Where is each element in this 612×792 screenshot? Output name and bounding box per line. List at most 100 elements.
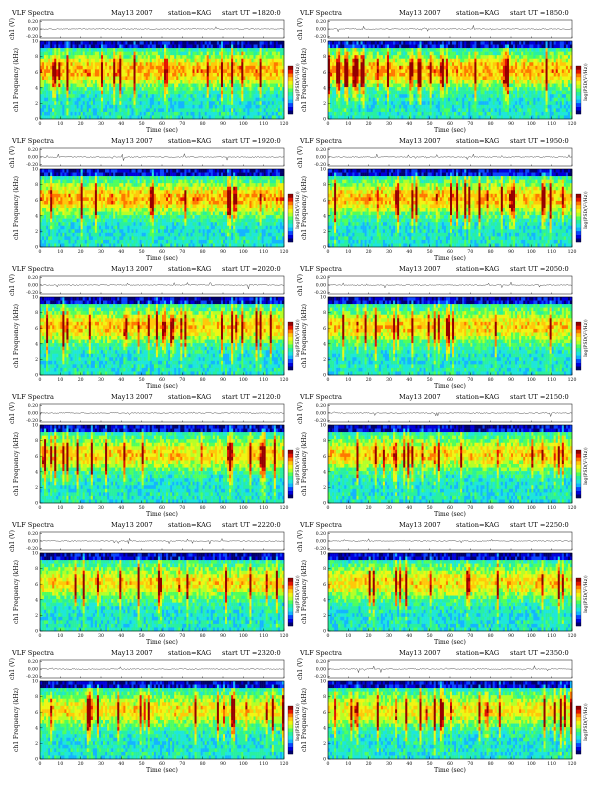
spectrogram-cell	[180, 94, 183, 98]
spectrogram-cell	[225, 44, 228, 49]
spectrogram-cell	[259, 111, 262, 116]
spectrogram-cell	[237, 65, 240, 70]
spectrogram-cell	[98, 101, 102, 106]
spectrogram-cell	[464, 104, 467, 109]
spectrogram-cell	[168, 44, 171, 49]
spectrogram-cell	[40, 104, 43, 109]
spectrogram-cell	[125, 51, 128, 56]
spectrogram-cell	[245, 101, 248, 106]
spectrogram-cell	[257, 115, 260, 120]
spectrogram-cell	[174, 90, 177, 95]
spectrogram-cell	[261, 65, 264, 70]
spectrogram-cell	[131, 94, 134, 98]
spectrogram-cell	[413, 44, 416, 49]
spectrogram-cell	[513, 58, 516, 63]
spectrogram-cell	[441, 97, 445, 102]
spectrogram-cell	[445, 76, 449, 81]
spectrogram-cell	[261, 87, 264, 91]
spectrogram-cell	[401, 80, 404, 84]
spectrogram-cell	[277, 48, 281, 52]
spectrogram-cell	[415, 51, 418, 56]
spectrogram-cell	[62, 104, 65, 109]
spectrogram-cell	[419, 41, 422, 45]
spectrogram-cell	[109, 97, 112, 102]
spectrogram-cell	[253, 65, 256, 70]
spectrogram-cell	[500, 83, 504, 88]
spectrogram-cell	[397, 97, 400, 102]
spectrogram-cell	[281, 41, 285, 45]
spectrogram-cell	[480, 90, 483, 95]
spectrogram-cell	[498, 69, 502, 74]
spectrogram-cell	[484, 90, 487, 95]
spectrogram-cell	[42, 115, 45, 120]
spectrogram-cell	[336, 51, 339, 56]
spectrogram-cell	[413, 111, 416, 116]
spectrogram-cell	[395, 101, 398, 106]
spectrogram-cell	[133, 72, 136, 77]
spectrogram-cell	[155, 69, 159, 74]
spectrogram-cell	[380, 55, 384, 59]
spectrogram-cell	[484, 76, 487, 81]
spectrogram-cells	[328, 41, 573, 120]
spectrogram-cell	[531, 115, 534, 120]
spectrogram-cell	[389, 58, 392, 63]
spectrogram-cell	[443, 62, 447, 67]
spectrogram-cell	[378, 44, 382, 49]
spectrogram-cell	[456, 72, 459, 77]
spectrogram-cell	[445, 83, 449, 88]
spectrogram-cell	[480, 83, 483, 88]
spectrogram-cell	[46, 72, 49, 77]
spectrogram-cell	[447, 101, 451, 106]
spectrogram-cell	[180, 69, 183, 74]
spectrogram-cell	[472, 83, 475, 88]
spectrogram-cell	[452, 65, 455, 70]
spectrogram-cell	[273, 72, 277, 77]
spectrogram-cell	[40, 58, 43, 63]
spectrogram-cell	[393, 101, 396, 106]
spectrogram-cell	[216, 80, 220, 84]
spectrogram-cell	[143, 51, 146, 56]
spectrogram-cell	[113, 80, 116, 84]
spectrogram-cell	[88, 94, 92, 98]
freq-ytick-label: 4	[35, 85, 38, 91]
spectrogram-cell	[141, 69, 144, 74]
spectrogram-cell	[145, 87, 149, 91]
spectrogram-cell	[511, 69, 514, 74]
spectrogram-cell	[107, 58, 110, 63]
spectrogram-cell	[515, 48, 518, 52]
spectrogram-cell	[225, 90, 228, 95]
spectrogram-cell	[405, 51, 408, 56]
spectrogram-cell	[340, 115, 343, 120]
spectrogram-cell	[113, 51, 116, 56]
spectrogram-cell	[70, 41, 73, 45]
spectrogram-cell	[437, 76, 441, 81]
spectrogram-cell	[200, 83, 203, 88]
spectrogram-cell	[223, 115, 226, 120]
spectrogram-cell	[159, 101, 163, 106]
spectrogram-cell	[435, 72, 439, 77]
spectrogram-cell	[265, 80, 268, 84]
spectrogram-cell	[354, 65, 357, 70]
spectrogram-cell	[208, 72, 212, 77]
spectrogram-cell	[196, 65, 199, 70]
spectrogram-cell	[56, 80, 59, 84]
spectrogram-cell	[143, 101, 146, 106]
spectrogram-cell	[529, 55, 532, 59]
spectrogram-cell	[437, 69, 441, 74]
spectrogram-cell	[344, 87, 347, 91]
spectrogram-cell	[107, 108, 110, 113]
spectrogram-cell	[425, 76, 428, 81]
spectrogram-cell	[533, 115, 536, 120]
spectrogram-cell	[157, 87, 161, 91]
spectrogram-cell	[409, 72, 412, 77]
spectrogram-cell	[50, 51, 53, 56]
spectrogram-cell	[123, 48, 126, 52]
spectrogram-cell	[263, 72, 266, 77]
spectrogram-cell	[190, 48, 193, 52]
spectrogram-cell	[330, 111, 333, 116]
spectrogram-cell	[56, 94, 59, 98]
spectrogram-cell	[515, 69, 518, 74]
spectrogram-cell	[263, 76, 266, 81]
spectrogram-cell	[533, 90, 536, 95]
spectrogram-cell	[480, 48, 483, 52]
